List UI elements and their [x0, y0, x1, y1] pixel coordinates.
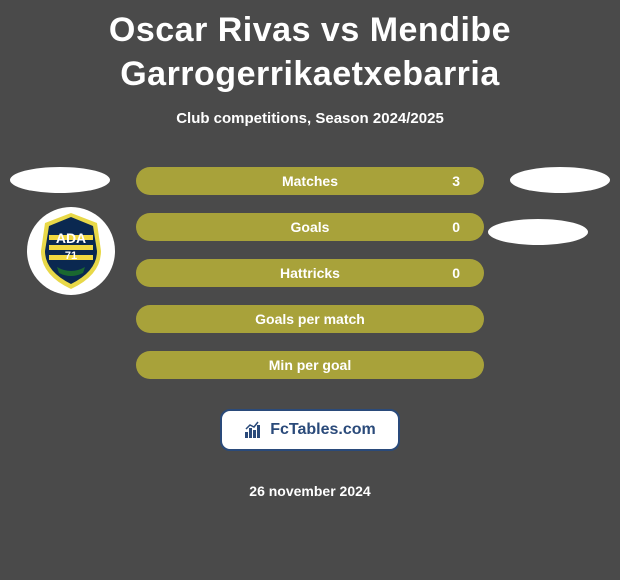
- stat-value: 0: [452, 219, 460, 235]
- page-title: Oscar Rivas vs Mendibe Garrogerrikaetxeb…: [20, 8, 600, 96]
- chart-area: ADA 71 Matches 3 Goals 0 Hattricks 0 Goa…: [0, 167, 620, 499]
- team-logo: ADA 71: [27, 207, 115, 295]
- right-ellipse-2: [488, 219, 588, 245]
- stat-bar-matches: Matches 3: [136, 167, 484, 195]
- left-ellipse-1: [10, 167, 110, 193]
- stat-bar-min-per-goal: Min per goal: [136, 351, 484, 379]
- stat-value: 0: [452, 265, 460, 281]
- stat-bar-hattricks: Hattricks 0: [136, 259, 484, 287]
- date-text: 26 november 2024: [249, 483, 370, 499]
- svg-text:ADA: ADA: [56, 230, 86, 246]
- footer-text: FcTables.com: [270, 421, 376, 439]
- stat-value: 3: [452, 173, 460, 189]
- stat-label: Matches: [282, 173, 338, 189]
- stat-label: Min per goal: [269, 357, 351, 373]
- stat-label: Goals per match: [255, 311, 365, 327]
- stat-label: Hattricks: [280, 265, 340, 281]
- stat-bar-goals: Goals 0: [136, 213, 484, 241]
- right-ellipse-1: [510, 167, 610, 193]
- chart-icon: [244, 421, 262, 439]
- subtitle: Club competitions, Season 2024/2025: [176, 110, 444, 127]
- svg-text:71: 71: [65, 250, 77, 262]
- stat-bar-goals-per-match: Goals per match: [136, 305, 484, 333]
- footer-attribution[interactable]: FcTables.com: [220, 409, 400, 451]
- stat-label: Goals: [291, 219, 330, 235]
